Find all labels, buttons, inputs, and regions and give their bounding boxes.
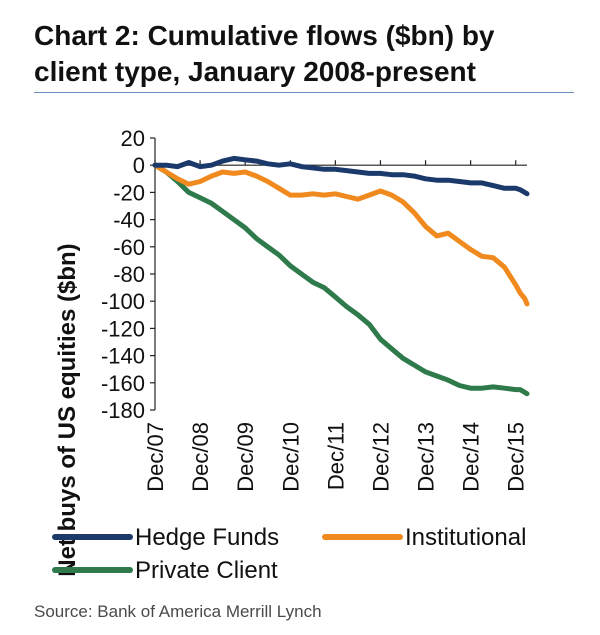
series-line-hedge-funds <box>152 155 530 197</box>
x-tick-label: Dec/13 <box>414 422 439 492</box>
y-tick-label: -100 <box>101 289 145 314</box>
legend-label-institutional: Institutional <box>405 524 526 551</box>
y-tick-label: 0 <box>133 153 145 178</box>
x-tick-label: Dec/10 <box>278 422 303 492</box>
x-tick-label: Dec/12 <box>368 422 393 492</box>
axes: 200-20-40-60-80-100-120-140-160-180Dec/0… <box>101 126 529 492</box>
y-tick-label: -20 <box>113 180 145 205</box>
x-tick-label: Dec/07 <box>143 422 168 492</box>
x-tick-label: Dec/11 <box>323 422 348 490</box>
y-axis-label: Net buys of US equities ($bn) <box>54 243 81 576</box>
series-line-private-client <box>152 162 530 397</box>
title-divider <box>34 92 574 93</box>
y-tick-label: -140 <box>101 344 145 369</box>
source-note: Source: Bank of America Merrill Lynch <box>34 602 322 621</box>
series-lines <box>152 155 530 397</box>
y-tick-label: -120 <box>101 316 145 341</box>
y-axis-label-group: Net buys of US equities ($bn) <box>54 243 81 576</box>
y-tick-label: -180 <box>101 398 145 423</box>
y-tick-label: -160 <box>101 371 145 396</box>
x-tick-label: Dec/08 <box>188 422 213 492</box>
legend-label-hedge-funds: Hedge Funds <box>135 524 279 551</box>
x-tick-label: Dec/09 <box>233 422 258 492</box>
y-tick-label: -40 <box>113 208 145 233</box>
y-tick-label: -80 <box>113 262 145 287</box>
y-tick-label: -60 <box>113 235 145 260</box>
x-tick-label: Dec/15 <box>504 422 529 492</box>
y-tick-label: 20 <box>121 126 145 151</box>
line-chart: Net buys of US equities ($bn) 200-20-40-… <box>52 126 530 584</box>
legend-label-private-client: Private Client <box>135 557 278 584</box>
legend: Hedge Funds Institutional Private Client <box>52 524 526 584</box>
chart-title: Chart 2: Cumulative flows ($bn) by clien… <box>34 20 495 87</box>
x-tick-label: Dec/14 <box>459 422 484 492</box>
series-line-institutional <box>152 162 530 307</box>
